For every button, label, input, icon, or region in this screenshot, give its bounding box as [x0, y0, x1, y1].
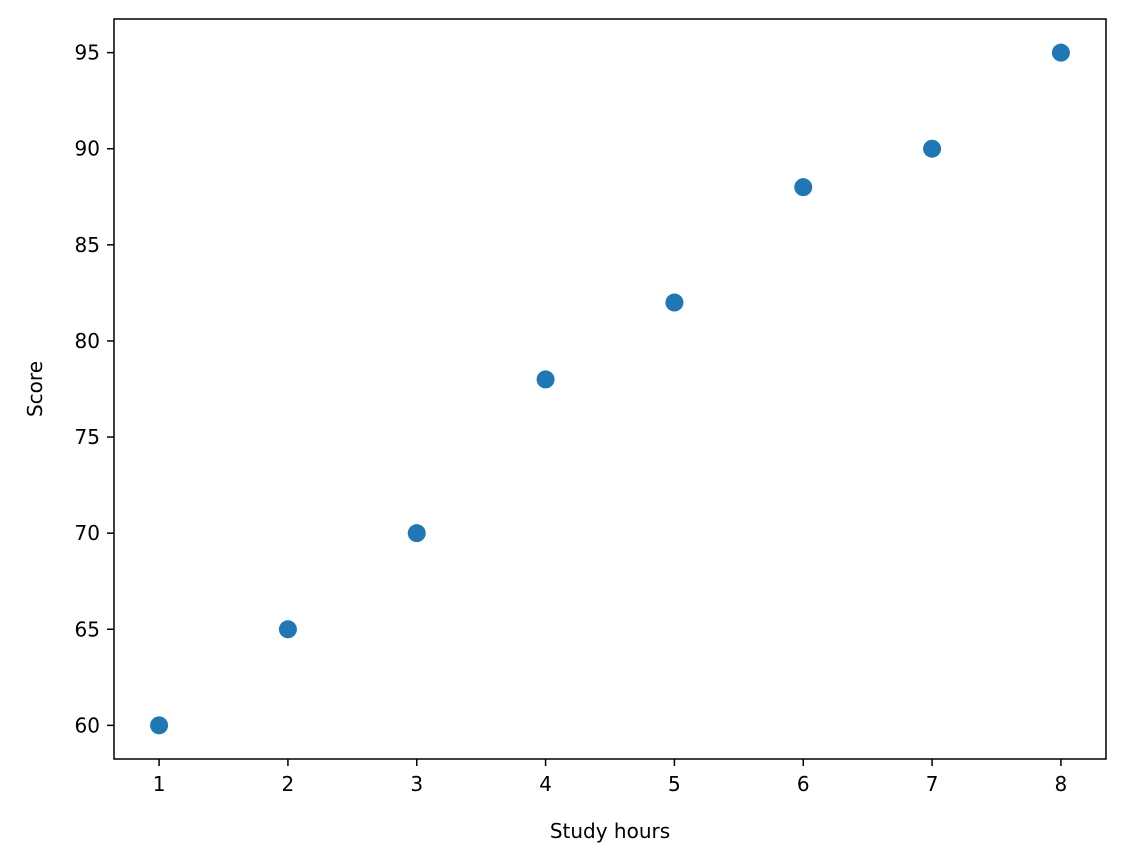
data-point [150, 716, 169, 735]
data-point [665, 293, 684, 312]
x-axis-label: Study hours [550, 819, 670, 843]
axis-ticks: 1 2 3 4 5 6 7 8 60 65 70 75 80 85 90 95 [75, 41, 1068, 796]
data-point [923, 139, 942, 158]
y-tick-label: 75 [75, 425, 100, 449]
data-points [150, 43, 1070, 735]
y-tick-label: 85 [75, 233, 100, 257]
data-point [1051, 43, 1070, 62]
data-point [407, 524, 426, 543]
x-tick-label: 1 [153, 772, 166, 796]
plot-frame [113, 18, 1107, 760]
y-axis-label: Score [23, 361, 47, 417]
x-tick-label: 2 [282, 772, 295, 796]
y-tick-label: 95 [75, 41, 100, 65]
y-tick-label: 90 [75, 137, 100, 161]
data-point [794, 178, 813, 197]
y-tick-label: 65 [75, 617, 100, 641]
y-tick-label: 70 [75, 521, 100, 545]
y-tick-label: 60 [75, 713, 100, 737]
x-tick-label: 6 [797, 772, 810, 796]
x-tick-label: 3 [410, 772, 423, 796]
data-point [278, 620, 297, 639]
x-tick-label: 8 [1055, 772, 1068, 796]
x-tick-label: 4 [539, 772, 552, 796]
y-tick-label: 80 [75, 329, 100, 353]
x-tick-label: 7 [926, 772, 939, 796]
x-tick-label: 5 [668, 772, 681, 796]
data-point [536, 370, 555, 389]
